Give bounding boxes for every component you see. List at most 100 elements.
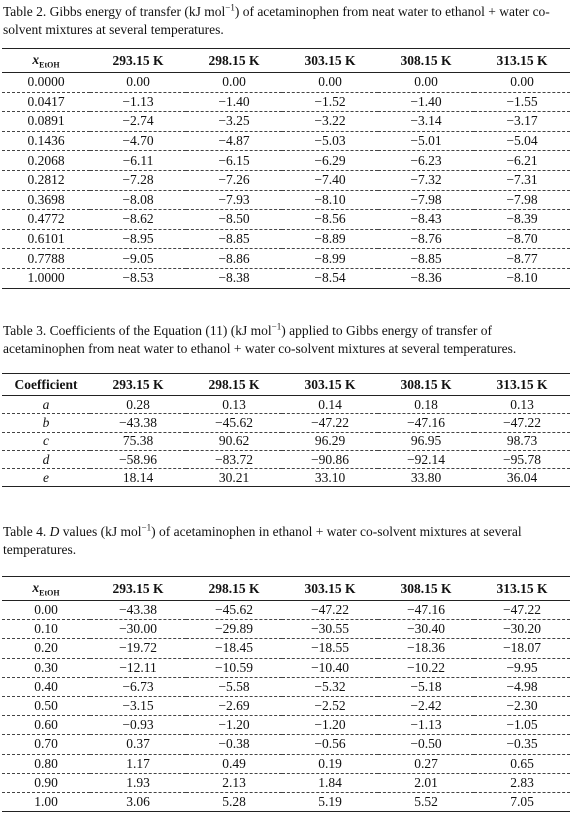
cell: −47.16 [378, 413, 474, 433]
cell: 0.50 [2, 696, 90, 717]
cell: 0.2812 [2, 170, 90, 191]
superscript: −1 [225, 2, 235, 13]
row: 0.10 −30.00 −29.89 −30.55 −30.40 −30.20 [2, 619, 570, 640]
cell: 98.73 [474, 432, 570, 451]
cell: b [2, 413, 90, 433]
row: 0.7788 −9.05 −8.86 −8.99 −8.85 −8.77 [2, 248, 570, 269]
cell: −43.38 [90, 600, 186, 621]
cell: −47.22 [282, 413, 378, 433]
cell: 96.29 [282, 432, 378, 451]
row: 0.20 −19.72 −18.45 −18.55 −18.36 −18.07 [2, 638, 570, 659]
cell: 0.20 [2, 638, 90, 659]
cell: 0.70 [2, 734, 90, 755]
cell: −18.36 [378, 638, 474, 659]
cell: −8.85 [378, 248, 474, 269]
cell: 0.7788 [2, 248, 90, 269]
header-cell: 313.15 K [474, 576, 570, 601]
cell: 1.17 [90, 754, 186, 774]
header-cell: 293.15 K [90, 576, 186, 601]
caption-text: ) of acetaminophen in ethanol + water co… [3, 524, 522, 557]
cell: 0.18 [378, 395, 474, 415]
caption: Table 3. Coefficients of the Equation (1… [3, 322, 569, 358]
cell: −6.21 [474, 150, 570, 171]
cell: −8.38 [186, 268, 282, 289]
cell: −7.93 [186, 190, 282, 211]
cell: 3.06 [90, 792, 186, 813]
cell: −0.35 [474, 734, 570, 755]
cell: 1.00 [2, 792, 90, 813]
cell: −30.00 [90, 619, 186, 640]
cell: −3.25 [186, 111, 282, 132]
cell: −58.96 [90, 450, 186, 470]
table-body: 0.00 −43.38 −45.62 −47.22 −47.16 −47.22 0.10 −3… [2, 600, 570, 813]
cell: 2.83 [474, 773, 570, 793]
row: c 75.38 90.62 96.29 96.95 98.73 [2, 432, 570, 451]
cell: −8.76 [378, 229, 474, 250]
cell: 30.21 [186, 468, 282, 488]
cell: −8.10 [474, 268, 570, 289]
row: a 0.28 0.13 0.14 0.18 0.13 [2, 395, 570, 415]
cell: −45.62 [186, 413, 282, 433]
cell: −6.11 [90, 150, 186, 171]
cell: 0.90 [2, 773, 90, 793]
cell: 33.80 [378, 468, 474, 488]
header-cell: 308.15 K [378, 373, 474, 396]
caption: Table 2. Gibbs energy of transfer (kJ mo… [3, 3, 569, 39]
header-cell: xEtOH [2, 576, 90, 601]
cell: −30.20 [474, 619, 570, 640]
cell: 0.13 [186, 395, 282, 415]
cell: 0.19 [282, 754, 378, 774]
cell: −10.22 [378, 658, 474, 678]
cell: d [2, 450, 90, 470]
cell: −2.74 [90, 111, 186, 132]
cell: −43.38 [90, 413, 186, 433]
caption-text: Table 4. [3, 524, 50, 539]
cell: −3.22 [282, 111, 378, 132]
header-cell: 293.15 K [90, 48, 186, 73]
header-cell: 298.15 K [186, 576, 282, 601]
cell: −6.73 [90, 677, 186, 697]
cell: −7.98 [474, 190, 570, 211]
cell: −8.50 [186, 209, 282, 230]
cell: −18.45 [186, 638, 282, 659]
header-row: xEtOH 293.15 K 298.15 K 303.15 K 308.15 K 313… [2, 576, 570, 601]
superscript: −1 [141, 522, 152, 533]
cell: 0.00 [474, 72, 570, 93]
header-cell: 303.15 K [282, 576, 378, 601]
cell: −1.40 [378, 92, 474, 113]
row: 0.2812 −7.28 −7.26 −7.40 −7.32 −7.31 [2, 170, 570, 191]
cell: 5.19 [282, 792, 378, 813]
cell: −7.26 [186, 170, 282, 191]
cell: 2.01 [378, 773, 474, 793]
table-header: xEtOH 293.15 K 298.15 K 303.15 K 308.15 K 313… [2, 48, 570, 73]
cell: −8.95 [90, 229, 186, 250]
cell: −9.05 [90, 248, 186, 269]
cell: −1.05 [474, 715, 570, 736]
header-cell: 308.15 K [378, 576, 474, 601]
cell: −1.13 [378, 715, 474, 736]
header-cell: 293.15 K [90, 373, 186, 396]
cell: −8.54 [282, 268, 378, 289]
cell: −8.53 [90, 268, 186, 289]
table-body: a 0.28 0.13 0.14 0.18 0.13 b −43.38 −45.62 −47.22… [2, 395, 570, 488]
cell: 0.00 [90, 72, 186, 93]
header-cell: 303.15 K [282, 373, 378, 396]
row: 0.90 1.93 2.13 1.84 2.01 2.83 [2, 773, 570, 793]
cell: 0.0891 [2, 111, 90, 132]
row: 0.70 0.37 −0.38 −0.56 −0.50 −0.35 [2, 734, 570, 755]
cell: 0.14 [282, 395, 378, 415]
cell: −7.32 [378, 170, 474, 191]
cell: −5.04 [474, 131, 570, 152]
header-symbol: x [32, 51, 40, 67]
cell: −92.14 [378, 450, 474, 470]
cell: 0.2068 [2, 150, 90, 171]
cell: −0.38 [186, 734, 282, 755]
cell: −3.14 [378, 111, 474, 132]
cell: −30.55 [282, 619, 378, 640]
cell: 0.65 [474, 754, 570, 774]
cell: −8.39 [474, 209, 570, 230]
row: 0.80 1.17 0.49 0.19 0.27 0.65 [2, 754, 570, 774]
table: Coefficient 293.15 K 298.15 K 303.15 K 308.1… [2, 373, 570, 488]
cell: 0.00 [186, 72, 282, 93]
cell: −3.15 [90, 696, 186, 717]
